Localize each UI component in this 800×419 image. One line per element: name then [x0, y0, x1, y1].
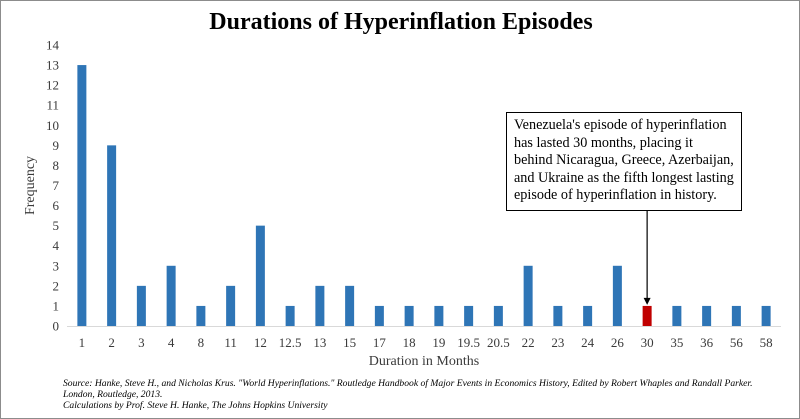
x-tick-label: 4 [168, 335, 175, 350]
x-tick-label: 17 [373, 335, 387, 350]
y-tick-label: 14 [46, 38, 60, 53]
source-note: Source: Hanke, Steve H., and Nicholas Kr… [63, 378, 783, 411]
y-tick-label: 11 [46, 98, 59, 113]
y-tick-label: 5 [53, 218, 60, 233]
bar [255, 225, 265, 326]
bar [107, 145, 117, 326]
bar [672, 305, 682, 326]
x-tick-label: 8 [198, 335, 205, 350]
bar [702, 305, 712, 326]
bar [77, 65, 87, 327]
x-tick-label: 13 [313, 335, 326, 350]
x-tick-label: 3 [138, 335, 145, 350]
y-tick-label: 1 [53, 298, 60, 313]
source-calculations: Calculations by Prof. Steve H. Hanke, Th… [63, 400, 328, 411]
x-axis-ticks: 1 2 3 4 8 11 12 12.5 13 15 17 18 19 19.5 20.5 22 23 24 26 3… [79, 335, 773, 350]
x-tick-label: 20.5 [487, 335, 510, 350]
y-axis-label: Frequency [23, 156, 38, 215]
y-tick-label: 3 [53, 258, 60, 273]
bar [493, 305, 503, 326]
y-tick-label: 7 [53, 178, 60, 193]
bar [285, 305, 295, 326]
x-tick-label: 22 [522, 335, 535, 350]
y-tick-label: 2 [53, 278, 60, 293]
x-tick-label: 56 [730, 335, 744, 350]
annotation-arrow [643, 209, 651, 305]
bar [166, 265, 176, 326]
x-tick-label: 11 [224, 335, 237, 350]
x-tick-label: 2 [108, 335, 115, 350]
x-tick-label: 35 [670, 335, 683, 350]
bar [226, 285, 236, 326]
x-tick-label: 12 [254, 335, 267, 350]
bar [196, 305, 206, 326]
bars [77, 65, 771, 327]
x-tick-label: 36 [700, 335, 714, 350]
source-citation: Source: Hanke, Steve H., and Nicholas Kr… [63, 378, 753, 400]
y-tick-label: 9 [53, 138, 60, 153]
bar-highlight [642, 305, 652, 326]
bar [404, 305, 414, 326]
bar [731, 305, 741, 326]
bar [136, 285, 146, 326]
x-tick-label: 19.5 [457, 335, 480, 350]
y-tick-label: 4 [53, 238, 60, 253]
bar [612, 265, 622, 326]
y-tick-label: 6 [53, 198, 60, 213]
bar [553, 305, 563, 326]
y-tick-label: 12 [46, 78, 59, 93]
bar [315, 285, 325, 326]
x-tick-label: 19 [432, 335, 445, 350]
annotation-box: Venezuela's episode of hyperinflation ha… [506, 112, 742, 211]
y-tick-label: 13 [46, 58, 59, 73]
bar [523, 265, 533, 326]
y-tick-label: 0 [53, 319, 60, 334]
x-tick-label: 1 [79, 335, 86, 350]
chart-title: Durations of Hyperinflation Episodes [209, 9, 593, 35]
bar [434, 305, 444, 326]
x-tick-label: 24 [581, 335, 595, 350]
bar [761, 305, 771, 326]
x-tick-label: 30 [641, 335, 654, 350]
x-tick-label: 18 [403, 335, 416, 350]
bar [464, 305, 474, 326]
y-tick-label: 10 [46, 118, 59, 133]
x-tick-label: 26 [611, 335, 625, 350]
bar [374, 305, 384, 326]
x-tick-label: 58 [760, 335, 773, 350]
y-tick-label: 8 [53, 158, 60, 173]
x-tick-label: 12.5 [279, 335, 302, 350]
arrow-head [643, 297, 651, 305]
bar [345, 285, 355, 326]
x-tick-label: 15 [343, 335, 356, 350]
x-tick-label: 23 [551, 335, 564, 350]
bar [583, 305, 593, 326]
x-axis-label: Duration in Months [369, 354, 479, 369]
